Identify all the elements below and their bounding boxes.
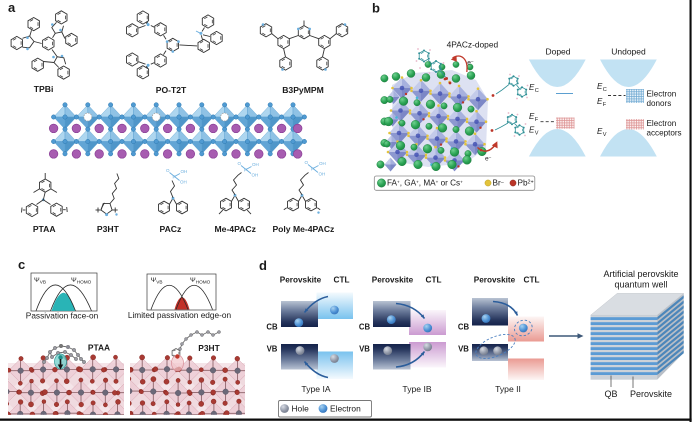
svg-text:FA+, GA+, MA+ or Cs+: FA+, GA+, MA+ or Cs+ (387, 179, 463, 188)
svg-text:donors: donors (647, 99, 672, 108)
svg-text:OH: OH (319, 172, 326, 177)
svg-text:Limited passivation edge-on: Limited passivation edge-on (128, 310, 232, 320)
svg-text:VB: VB (359, 345, 370, 354)
svg-text:VB: VB (267, 345, 278, 354)
svg-text:ΨVB: ΨVB (34, 277, 46, 285)
svg-text:B3PyMPM: B3PyMPM (282, 85, 324, 95)
svg-text:Undoped: Undoped (611, 47, 646, 57)
svg-text:C: C (603, 87, 607, 93)
svg-text:Perovskite: Perovskite (280, 276, 322, 285)
svg-text:QB: QB (604, 389, 617, 399)
svg-text:Br–: Br– (493, 179, 504, 188)
svg-text:O: O (305, 160, 309, 165)
svg-text:CB: CB (458, 323, 470, 332)
svg-text:Type IB: Type IB (402, 384, 431, 394)
svg-text:acceptors: acceptors (647, 129, 682, 138)
svg-text:F: F (603, 102, 607, 108)
svg-text:OH: OH (252, 173, 259, 178)
svg-text:Passivation face-on: Passivation face-on (26, 311, 99, 321)
svg-text:PTAA: PTAA (88, 343, 110, 353)
svg-text:O: O (238, 161, 242, 166)
svg-text:CTL: CTL (334, 276, 350, 285)
svg-text:Perovskite: Perovskite (474, 276, 516, 285)
svg-text:CTL: CTL (426, 276, 442, 285)
svg-text:Electron: Electron (647, 119, 677, 128)
svg-text:Pb2+: Pb2+ (518, 179, 534, 188)
svg-text:V: V (603, 132, 607, 138)
svg-text:OH: OH (181, 169, 188, 174)
svg-text:Poly Me-4PACz: Poly Me-4PACz (272, 224, 334, 234)
svg-text:Type IA: Type IA (301, 384, 330, 394)
svg-text:E: E (597, 127, 603, 136)
svg-text:V: V (535, 130, 539, 136)
svg-text:E: E (597, 82, 603, 91)
svg-text:c: c (18, 257, 25, 272)
svg-text:Me-4PACz: Me-4PACz (215, 224, 256, 234)
svg-text:CB: CB (359, 323, 371, 332)
svg-text:Doped: Doped (545, 47, 570, 57)
svg-text:PACz: PACz (159, 224, 181, 234)
svg-text:ΨHOMO: ΨHOMO (71, 277, 92, 285)
svg-text:F: F (535, 117, 539, 123)
svg-text:Artificial perovskite: Artificial perovskite (603, 269, 678, 279)
svg-text:P: P (244, 168, 247, 173)
svg-text:OH: OH (252, 162, 259, 167)
svg-text:CB: CB (266, 323, 278, 332)
svg-text:a: a (8, 0, 16, 15)
svg-text:E: E (529, 126, 535, 135)
svg-text:OH: OH (180, 180, 187, 185)
svg-text:ΨHOMO: ΨHOMO (190, 277, 211, 285)
svg-text:OH: OH (319, 161, 326, 166)
svg-text:O: O (166, 168, 170, 173)
svg-text:P: P (173, 175, 176, 180)
svg-text:PTAA: PTAA (33, 224, 56, 234)
svg-text:ΨVB: ΨVB (151, 277, 163, 285)
svg-text:TPBi: TPBi (34, 84, 54, 94)
svg-text:P3HT: P3HT (97, 224, 120, 234)
svg-text:b: b (372, 1, 380, 16)
svg-text:E: E (529, 83, 535, 92)
svg-text:d: d (259, 258, 267, 273)
svg-text:P: P (311, 167, 314, 172)
svg-text:CTL: CTL (524, 276, 540, 285)
svg-text:C: C (535, 88, 539, 94)
svg-text:Type II: Type II (495, 384, 521, 394)
svg-text:E: E (529, 112, 535, 121)
svg-text:Electron: Electron (330, 404, 361, 414)
svg-text:quantum well: quantum well (614, 280, 667, 290)
svg-text:Electron: Electron (647, 90, 677, 99)
svg-text:Hole: Hole (292, 404, 310, 414)
svg-text:Perovskite: Perovskite (630, 389, 672, 399)
svg-text:P3HT: P3HT (198, 343, 220, 353)
svg-text:Perovskite: Perovskite (372, 276, 414, 285)
svg-text:e–: e– (467, 58, 474, 66)
svg-text:E: E (597, 97, 603, 106)
svg-text:e–: e– (485, 154, 492, 162)
svg-text:4PACz-doped: 4PACz-doped (447, 40, 499, 50)
svg-text:VB: VB (458, 345, 469, 354)
svg-text:PO-T2T: PO-T2T (156, 85, 187, 95)
